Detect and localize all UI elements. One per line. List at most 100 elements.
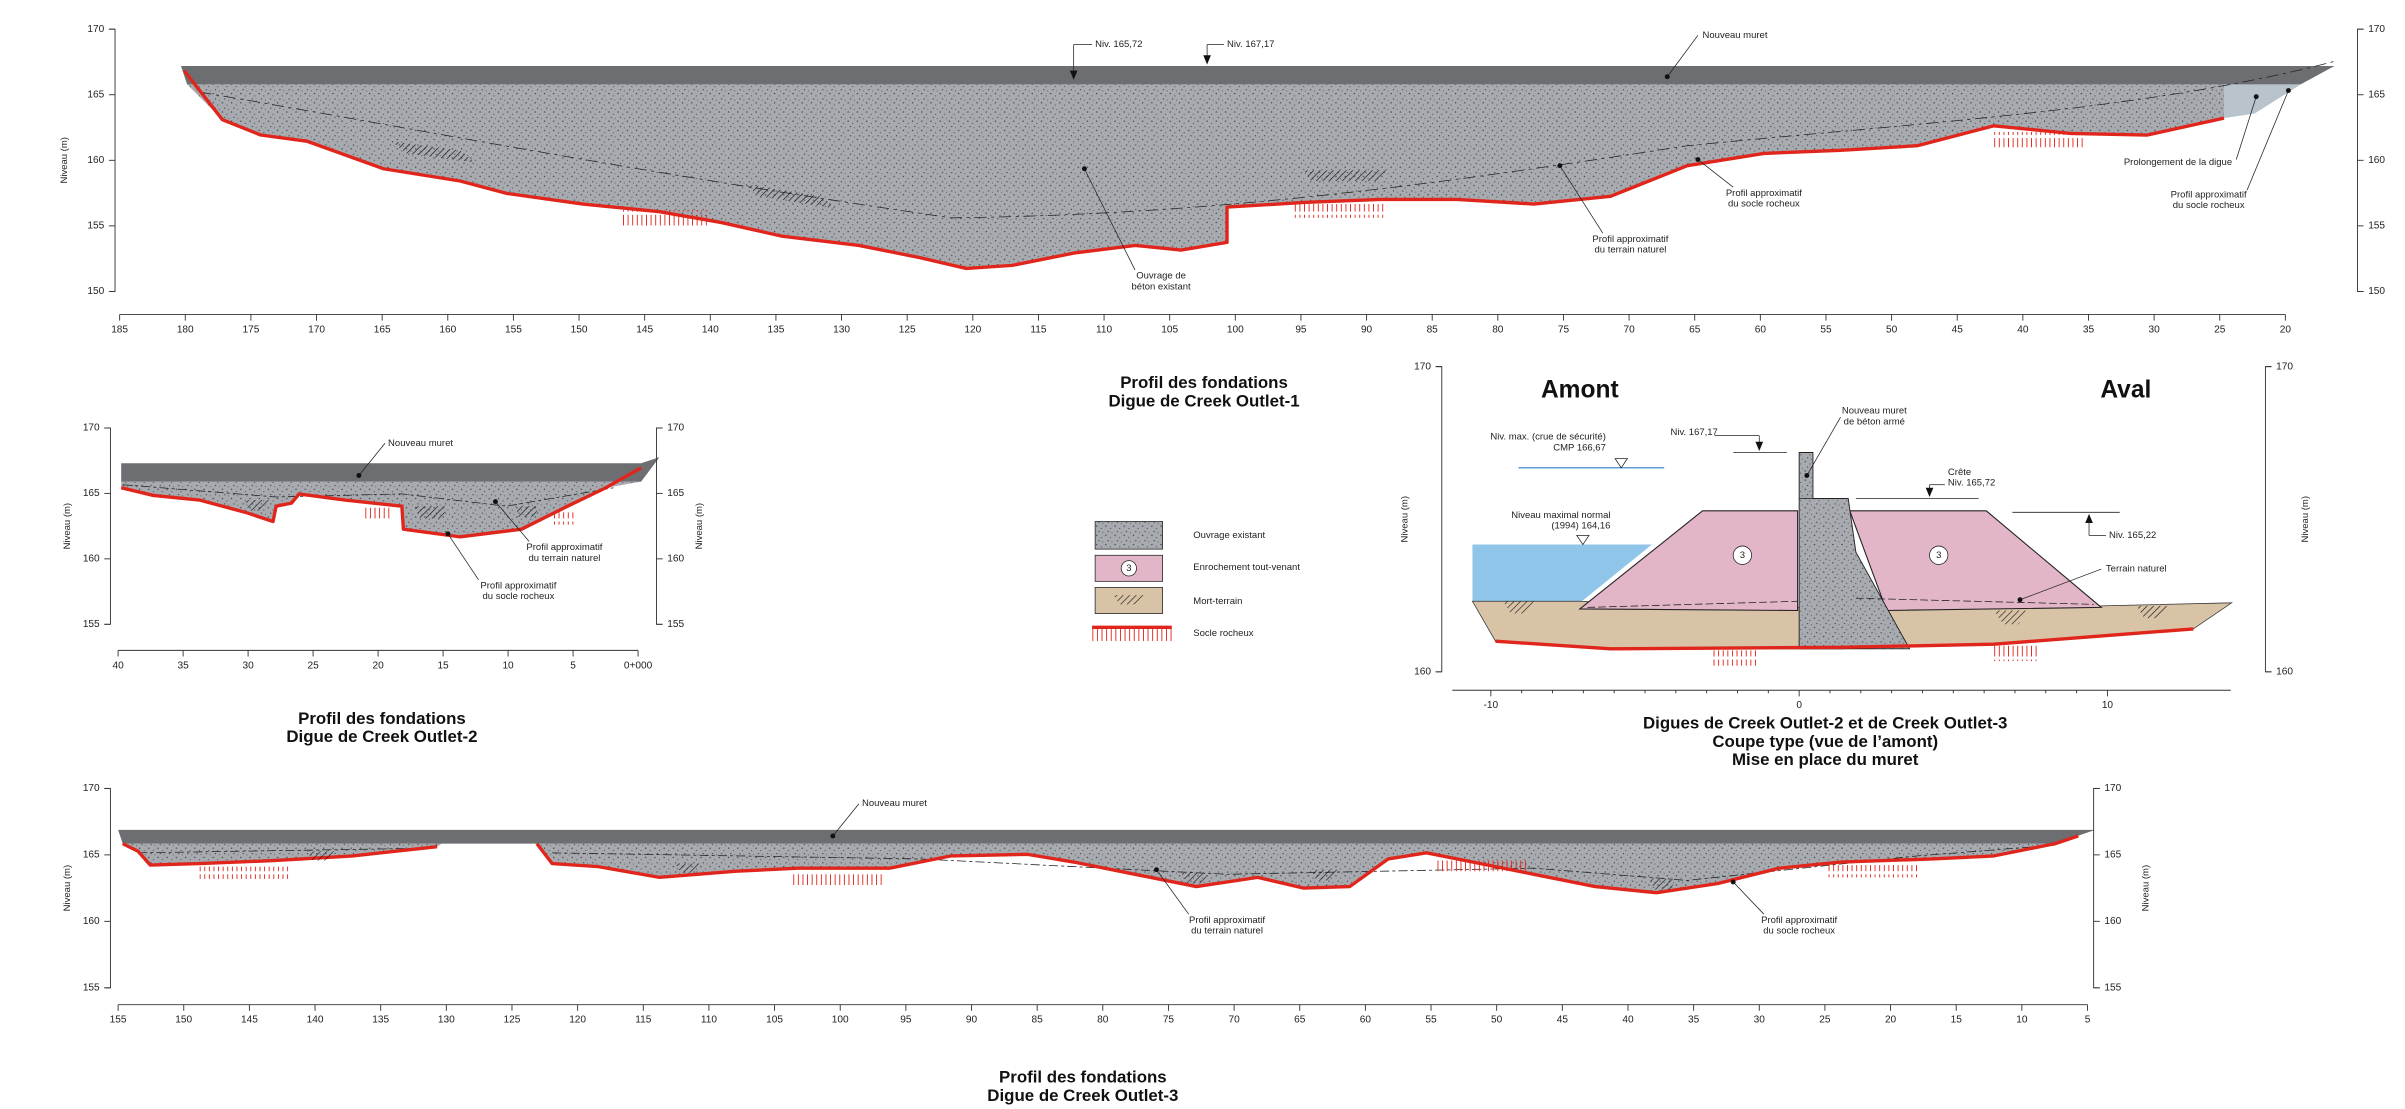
y-tick-label-right: 155	[2368, 221, 2385, 232]
legend-swatch	[1094, 554, 1164, 582]
rock-fill-patch	[414, 506, 448, 519]
rockfill-downstream	[1848, 510, 2103, 612]
bedrock-hatch	[621, 210, 711, 226]
leader-dot	[1664, 74, 1670, 80]
y-tick-label: 170	[87, 24, 104, 35]
annotation: Niv. 165,72	[1095, 39, 1142, 50]
leader-dot	[1154, 867, 1159, 873]
annotation: Profil approximatif	[526, 542, 602, 553]
section-drawing: Amont Aval 3 3	[1471, 377, 2233, 666]
annotation: Niv. max. (crue de sécurité)	[1490, 432, 1605, 443]
annotation: CMP 166,67	[1553, 442, 1606, 453]
y-tick-label: 160	[83, 916, 100, 927]
bedrock-line	[120, 466, 642, 539]
panel-title: Profil des fondations	[1120, 373, 1288, 392]
x-tick-label: 100	[832, 1015, 849, 1026]
zone-circle	[1732, 545, 1752, 565]
panel-title: Mise en place du muret	[1732, 750, 1919, 769]
legend-symbol: 3	[1126, 563, 1131, 574]
y-tick-label: 165	[83, 488, 100, 499]
x-tick-label: 140	[702, 324, 719, 335]
x-tick-label: 40	[112, 660, 124, 671]
leader-dot	[2017, 597, 2023, 603]
annotation: Terrain naturel	[2106, 564, 2167, 575]
panel-title: Profil des fondations	[999, 1068, 1167, 1087]
y-tick-label-right: 170	[2276, 361, 2293, 372]
legend-label: Mort-terrain	[1193, 596, 1242, 607]
y-axis-label-right: Niveau (m)	[2300, 496, 2311, 542]
y-tick-label-right: 155	[2104, 982, 2121, 993]
new-wall	[121, 457, 660, 482]
annotation: du terrain naturel	[1595, 245, 1667, 256]
legend-zone-circle	[1120, 560, 1137, 577]
x-tick-label: 25	[1819, 1015, 1831, 1026]
x-tick-label: 145	[636, 324, 653, 335]
annotation: Niveau maximal normal	[1511, 510, 1610, 521]
y-tick-label-right: 160	[2276, 667, 2293, 678]
leader-line	[2019, 568, 2102, 601]
bedrock-line	[182, 69, 2225, 271]
x-tick-label: 35	[1688, 1015, 1700, 1026]
leader-line	[1806, 417, 1841, 476]
existing-concrete	[187, 84, 2225, 269]
x-tick-label: 180	[177, 324, 194, 335]
x-tick-label: 100	[1227, 324, 1244, 335]
bedrock-hatch	[1828, 865, 1921, 878]
x-tick-label: 70	[1623, 324, 1635, 335]
bedrock-hatch	[199, 866, 292, 879]
leader-line	[358, 443, 386, 476]
annotation: Profil approximatif	[1726, 188, 1802, 199]
x-tick-label: 110	[701, 1015, 717, 1026]
rock-fill-patch	[515, 506, 540, 517]
x-tick-label: 15	[437, 660, 449, 671]
annotation: (1994) 164,16	[1551, 521, 1610, 532]
x-tick-label: 30	[1754, 1015, 1766, 1026]
y-tick-label: 155	[83, 982, 100, 993]
y-axis-label: Niveau (m)	[59, 137, 70, 183]
annotation: du socle rocheux	[1763, 926, 1835, 937]
bedrock-hatch	[1990, 131, 2083, 148]
x-tick-label: 135	[372, 1015, 389, 1026]
annotation: Profil approximatif	[480, 580, 556, 591]
x-tick-label: 0+000	[624, 660, 653, 671]
water	[1472, 544, 1652, 603]
level-marker	[1614, 458, 1629, 469]
x-tick-label: 115	[1030, 324, 1046, 335]
annotation: du socle rocheux	[2173, 200, 2245, 211]
leader-line	[1559, 165, 1604, 234]
annotation: du socle rocheux	[1728, 199, 1800, 210]
leader-dot	[492, 499, 498, 505]
rock-fill-patch	[1181, 872, 1209, 884]
x-tick-label: 60	[1755, 324, 1767, 335]
x-tick-label: 120	[964, 324, 981, 335]
annotation: Nouveau muret	[1703, 30, 1768, 41]
leader-dot	[2253, 94, 2259, 100]
x-tick-label: 55	[1820, 324, 1832, 335]
x-tick-label: 75	[1163, 1015, 1175, 1026]
x-tick-label: 150	[571, 324, 588, 335]
rock-fill-patch	[1648, 878, 1677, 890]
annotation: du socle rocheux	[483, 591, 555, 602]
leader-dot	[830, 833, 836, 839]
legend-swatch	[1094, 521, 1164, 550]
annotation: du terrain naturel	[529, 553, 601, 564]
leader-dot	[1695, 157, 1701, 163]
legend-hatch	[1113, 595, 1145, 605]
panel-title: Digue de Creek Outlet-2	[286, 727, 477, 746]
x-tick-label: 95	[1295, 324, 1307, 335]
x-tick-label: 105	[766, 1015, 783, 1026]
y-tick-label: 170	[1414, 361, 1431, 372]
rock-fill-patch	[306, 851, 335, 861]
x-tick-label: 5	[2085, 1015, 2091, 1026]
annotation: Niv. 165,22	[2109, 530, 2156, 541]
x-tick-label: 85	[1032, 1015, 1044, 1026]
leader-line	[2235, 96, 2257, 160]
bedrock-hatch	[1993, 645, 2040, 662]
x-tick-label: 65	[1689, 324, 1701, 335]
rock-fill-patch	[245, 500, 270, 511]
x-tick-label: 30	[2148, 324, 2160, 335]
level-arrowhead	[1069, 70, 1078, 80]
x-tick-label: 90	[966, 1015, 978, 1026]
x-tick-label: 130	[833, 324, 850, 335]
